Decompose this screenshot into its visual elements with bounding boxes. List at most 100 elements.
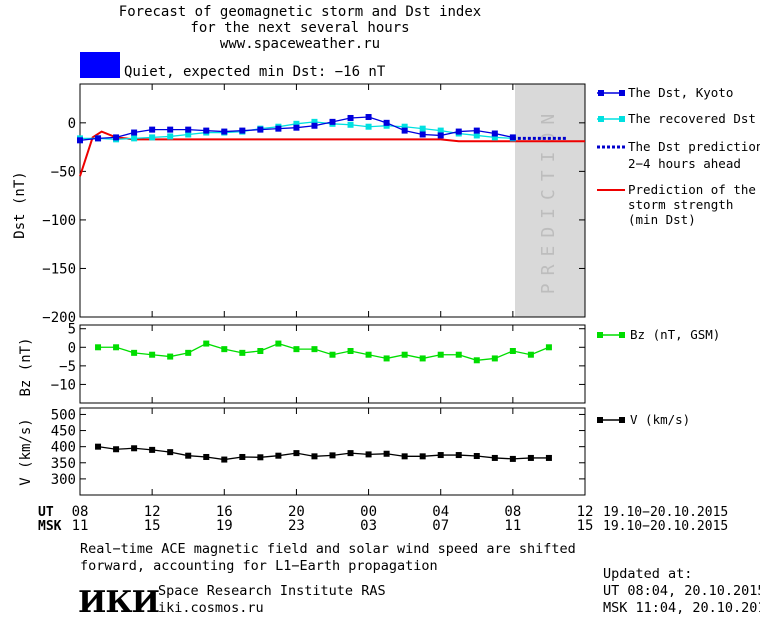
v-point xyxy=(293,450,300,457)
v-ytick-label: 350 xyxy=(51,456,76,472)
msk-tick-label: 07 xyxy=(432,518,449,534)
dst-panel: Dst (nT) PREDICTION 0 −50 −100 −150 −200 xyxy=(12,83,586,326)
recovered-dst-point xyxy=(167,133,174,140)
v-point xyxy=(149,446,156,453)
status-text: Quiet, expected min Dst: −16 nT xyxy=(124,64,386,80)
kyoto-dst-point xyxy=(239,127,246,134)
ut-tick-label: 12 xyxy=(577,504,594,520)
bz-point xyxy=(131,349,138,356)
recovered-dst-point xyxy=(293,120,300,127)
bz-point xyxy=(185,349,192,356)
v-point xyxy=(167,449,174,456)
bz-point xyxy=(401,351,408,358)
legend-storm-line-2: storm strength xyxy=(628,197,733,212)
bz-point xyxy=(221,346,228,353)
v-point xyxy=(239,453,246,460)
v-point xyxy=(275,452,282,459)
dst-ytick-label: 0 xyxy=(68,116,76,132)
bz-point xyxy=(95,344,102,351)
msk-tick-label: 15 xyxy=(144,518,161,534)
bz-ytick-label: 5 xyxy=(68,322,76,338)
v-point xyxy=(257,454,264,461)
legend-storm: Prediction of the storm strength (min Ds… xyxy=(597,182,756,227)
bz-point xyxy=(257,348,264,354)
msk-tick-label: 11 xyxy=(72,518,89,534)
updated-label: Updated at: xyxy=(603,566,693,582)
ut-tick-label: 08 xyxy=(72,504,89,520)
v-point xyxy=(545,454,552,461)
dst-ytick-label: −100 xyxy=(42,213,76,229)
bz-point xyxy=(311,346,318,353)
v-point xyxy=(437,452,444,459)
recovered-dst-point xyxy=(311,118,318,125)
ut-tick-label: 20 xyxy=(288,504,305,520)
v-point xyxy=(473,453,480,460)
msk-tick-label: 15 xyxy=(577,518,594,534)
dst-ytick-label: −200 xyxy=(42,310,76,326)
bz-point xyxy=(239,349,246,356)
bz-point xyxy=(275,340,282,347)
kyoto-dst-point xyxy=(383,119,390,126)
kyoto-dst-point xyxy=(221,128,228,135)
kyoto-dst-point xyxy=(167,126,174,133)
legend-storm-line-1: Prediction of the xyxy=(628,182,756,197)
bz-panel-frame xyxy=(79,324,586,404)
title-line-1: Forecast of geomagnetic storm and Dst in… xyxy=(118,4,482,20)
iki-logo: ИКИ xyxy=(78,585,160,620)
kyoto-dst-point xyxy=(77,137,83,144)
ut-tick-label: 08 xyxy=(504,504,521,520)
update-info: Updated at: UT 08:04, 20.10.2015 MSK 11:… xyxy=(603,566,760,617)
kyoto-dst-point xyxy=(419,131,426,138)
v-ytick-label: 500 xyxy=(51,407,76,423)
kyoto-dst-point xyxy=(95,135,102,142)
bz-panel: Bz (nT) 5 0 −5 −10 xyxy=(18,322,586,404)
bz-point xyxy=(149,351,156,358)
v-point xyxy=(329,452,336,459)
kyoto-dst-point xyxy=(437,132,444,139)
legend-storm-line-3: (min Dst) xyxy=(628,212,696,227)
bz-point xyxy=(167,353,174,360)
legend-kyoto-label: The Dst, Kyoto xyxy=(628,85,733,100)
recovered-dst-point xyxy=(149,134,156,141)
x-axis-ticks: 08 12 16 20 00 04 08 12 11 15 19 23 03 07 11 15 xyxy=(72,504,594,534)
kyoto-dst-point xyxy=(131,129,138,136)
kyoto-dst-point xyxy=(185,126,192,133)
ut-tick-label: 12 xyxy=(144,504,161,520)
legend-v: V (km/s) xyxy=(597,412,690,427)
recovered-dst-point xyxy=(401,123,408,130)
updated-msk: MSK 11:04, 20.10.2015 xyxy=(603,600,760,616)
v-point xyxy=(365,451,372,458)
v-point xyxy=(509,455,516,462)
bz-axis-label: Bz (nT) xyxy=(18,337,34,396)
bz-point xyxy=(419,355,426,362)
institute-website[interactable]: iki.cosmos.ru xyxy=(158,600,264,616)
ut-tick-label: 16 xyxy=(216,504,233,520)
ut-label: UT xyxy=(38,505,54,520)
v-point xyxy=(311,453,318,460)
chart-title: Forecast of geomagnetic storm and Dst in… xyxy=(40,4,560,52)
msk-label: MSK xyxy=(38,519,62,534)
msk-tick-label: 23 xyxy=(288,518,305,534)
v-point xyxy=(221,456,228,463)
legend-kyoto: The Dst, Kyoto xyxy=(597,85,733,100)
msk-tick-label: 19 xyxy=(216,518,233,534)
legend-v-label: V (km/s) xyxy=(630,412,690,427)
bz-point xyxy=(347,348,354,354)
v-point xyxy=(455,452,462,459)
title-url: www.spaceweather.ru xyxy=(219,36,381,52)
dst-series xyxy=(77,114,585,177)
footer-note-line-1: Real−time ACE magnetic field and solar w… xyxy=(80,541,576,557)
legend-bz-label: Bz (nT, GSM) xyxy=(630,327,720,342)
legend-recovered: The recovered Dst xyxy=(597,111,756,126)
recovered-dst-point xyxy=(437,127,444,134)
v-series xyxy=(95,443,552,463)
bz-line xyxy=(98,342,550,361)
bz-ytick-label: −10 xyxy=(51,377,76,393)
bz-point xyxy=(365,351,372,358)
ut-tick-label: 04 xyxy=(432,504,449,520)
legend-recovered-label: The recovered Dst xyxy=(628,111,756,126)
bz-point xyxy=(203,340,210,347)
recovered-dst-point xyxy=(365,123,372,130)
